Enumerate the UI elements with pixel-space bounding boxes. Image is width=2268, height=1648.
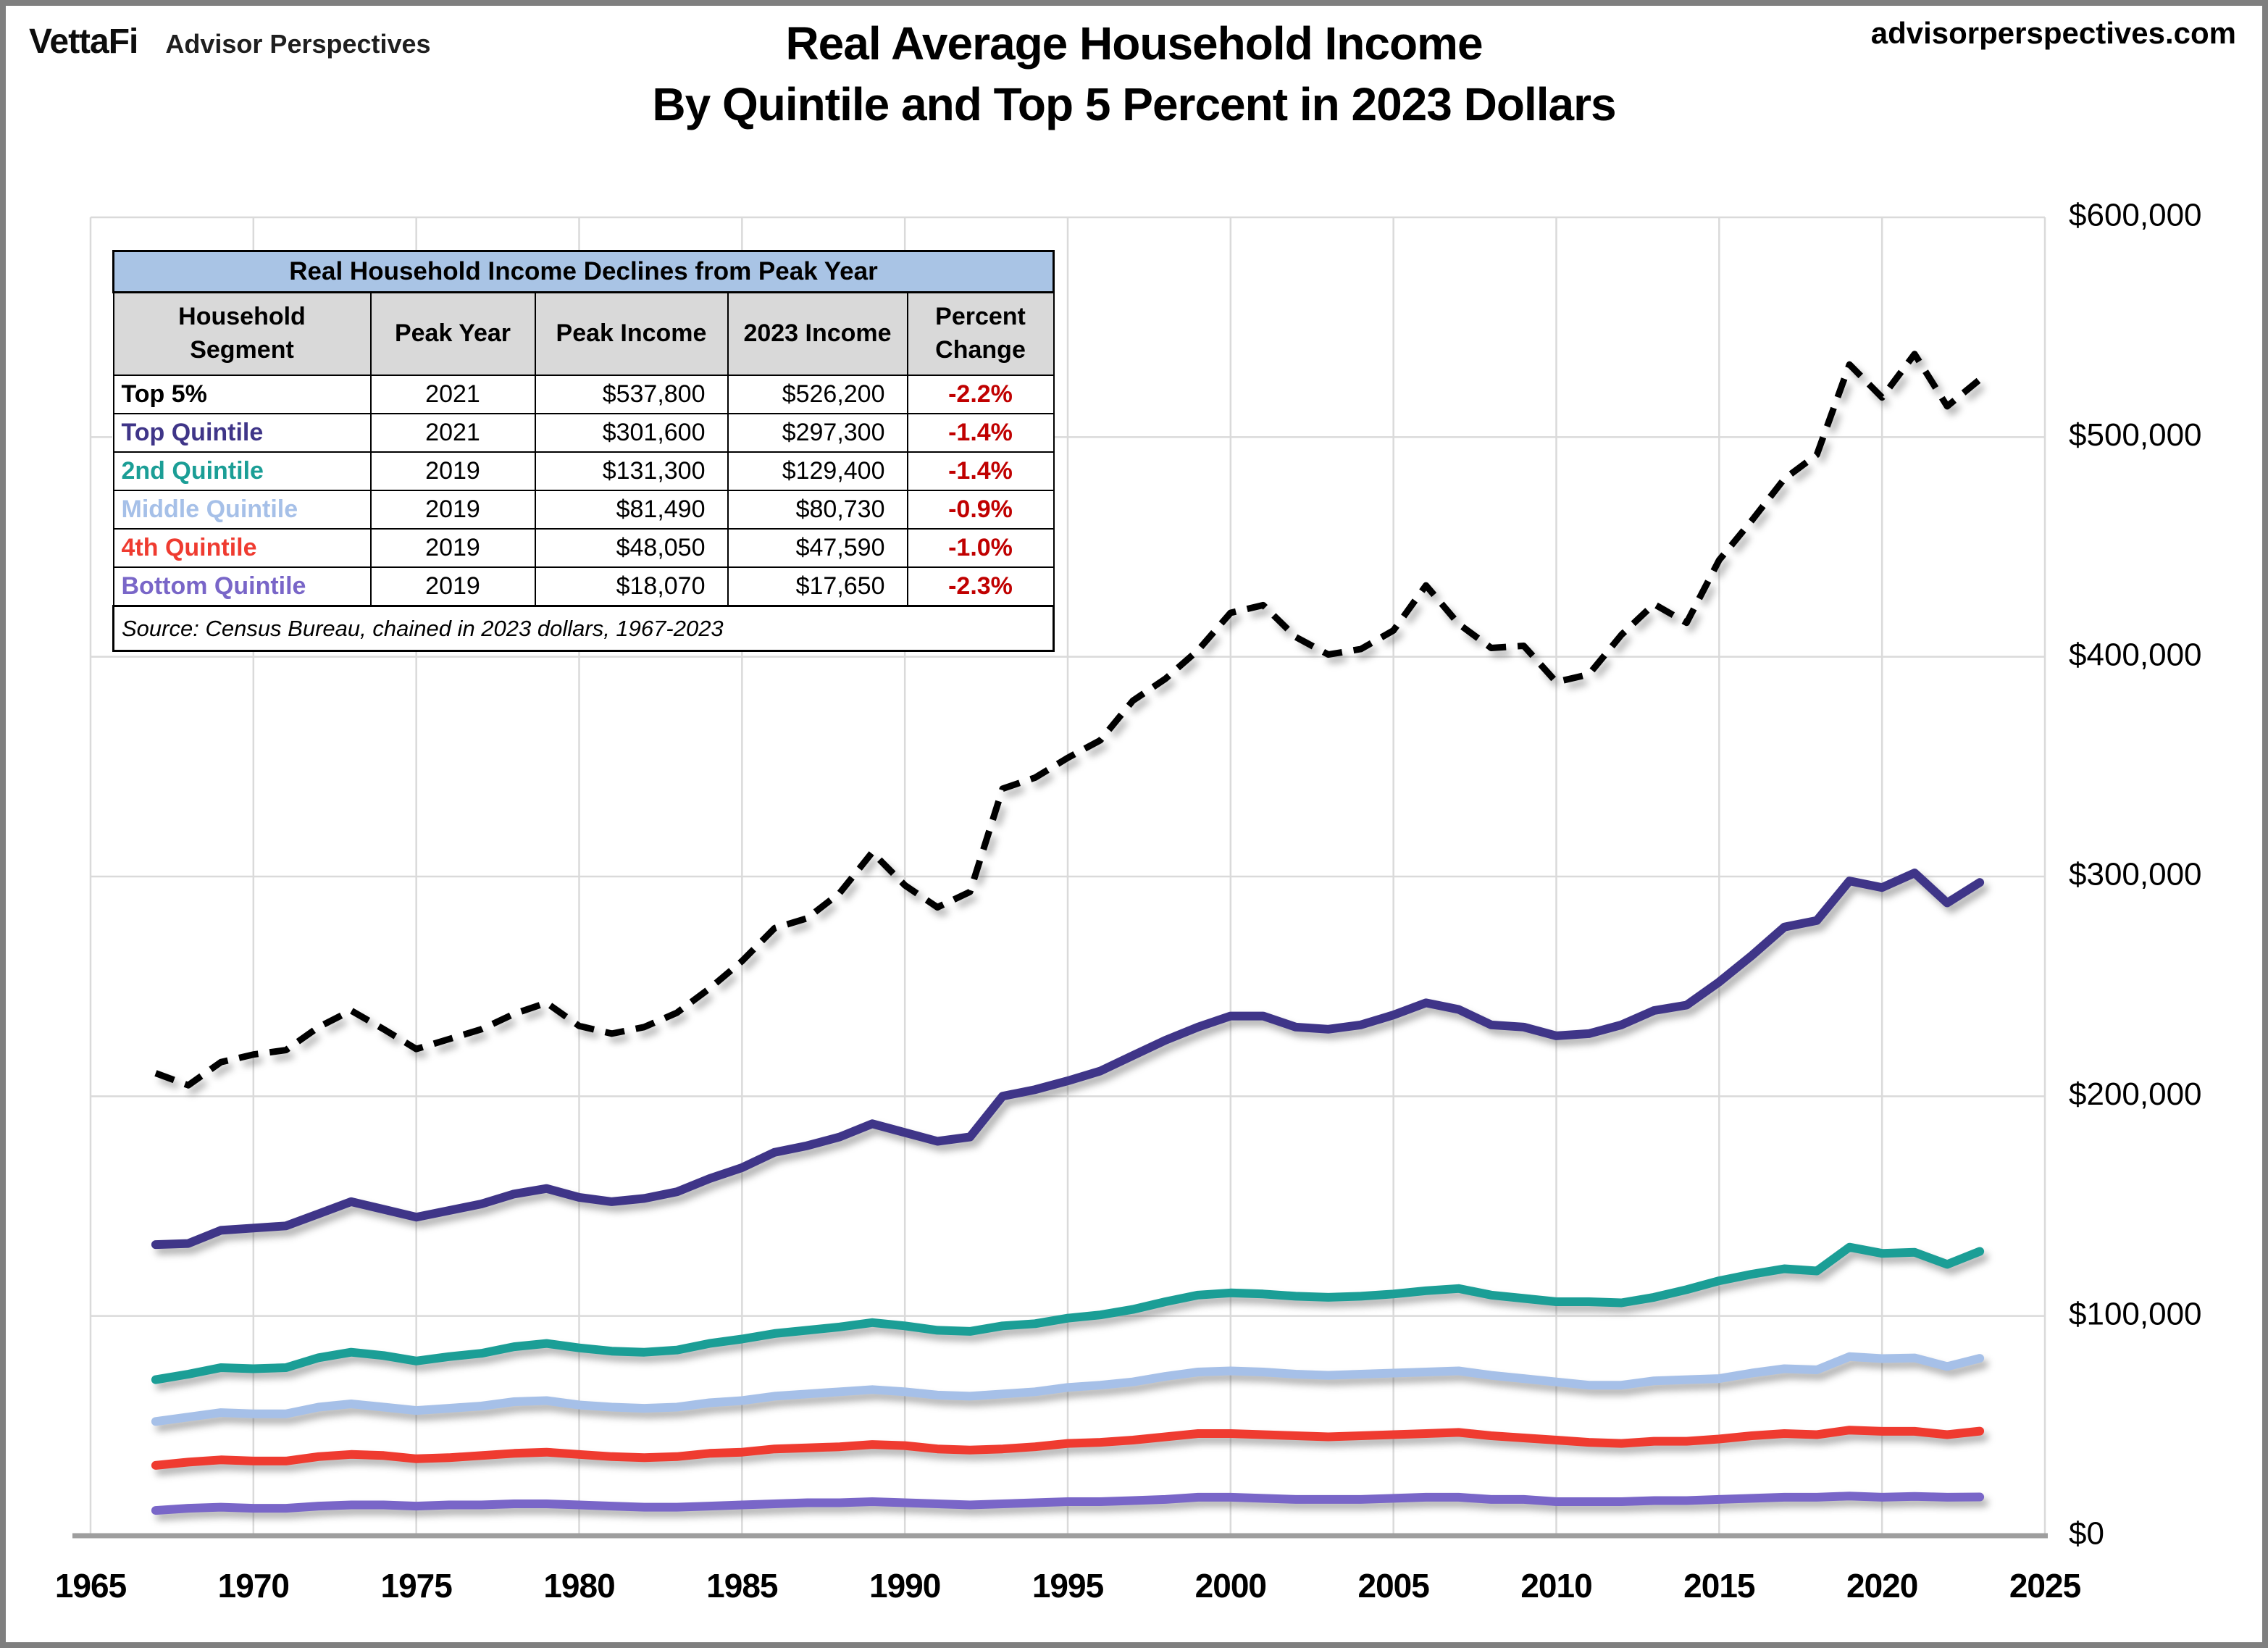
peak-income-value: $131,300: [534, 451, 729, 491]
col-header-2023-income: 2023 Income: [727, 291, 908, 376]
table-row-2nd-quintile: 2nd Quintile 2019 $131,300 $129,400 -1.4%: [112, 451, 1055, 491]
table-row-middle-quintile: Middle Quintile 2019 $81,490 $80,730 -0.9%: [112, 490, 1055, 530]
y-axis-label-300000: $300,000: [2069, 857, 2202, 892]
income-2023-value: $17,650: [727, 566, 908, 607]
table-row-4th-quintile: 4th Quintile 2019 $48,050 $47,590 -1.0%: [112, 528, 1055, 568]
segment-label: 4th Quintile: [112, 528, 372, 568]
x-axis-label-1980: 1980: [543, 1567, 614, 1605]
table-header-row: Household Segment Peak Year Peak Income …: [112, 291, 1055, 376]
percent-change-value: -1.4%: [906, 413, 1055, 453]
y-axis-label-200000: $200,000: [2069, 1076, 2202, 1112]
segment-label: Top 5%: [112, 375, 372, 414]
income-2023-value: $80,730: [727, 490, 908, 530]
chart-title-line1: Real Average Household Income: [785, 17, 1483, 70]
peak-year-value: 2019: [369, 451, 536, 491]
y-axis-label-600000: $600,000: [2069, 198, 2202, 233]
y-axis-label-400000: $400,000: [2069, 637, 2202, 672]
percent-change-value: -1.4%: [906, 451, 1055, 491]
col-header-peak-income: Peak Income: [534, 291, 729, 376]
x-axis-label-1995: 1995: [1032, 1567, 1104, 1605]
y-axis-label-100000: $100,000: [2069, 1296, 2202, 1331]
income-declines-table: Real Household Income Declines from Peak…: [112, 250, 1055, 652]
col-header-percent-change: Percent Change: [906, 291, 1055, 376]
income-2023-value: $47,590: [727, 528, 908, 568]
col-header-household-segment: Household Segment: [112, 291, 372, 376]
x-axis-label-2015: 2015: [1683, 1567, 1755, 1605]
site-url: advisorperspectives.com: [1870, 16, 2236, 50]
series-line-4th-quintile: [151, 1426, 1985, 1470]
x-axis-label-1970: 1970: [218, 1567, 289, 1605]
peak-year-value: 2021: [369, 375, 536, 414]
table-row-bottom-quintile: Bottom Quintile 2019 $18,070 $17,650 -2.3%: [112, 566, 1055, 607]
x-axis-label-1975: 1975: [380, 1567, 452, 1605]
y-axis-label-0: $0: [2069, 1516, 2104, 1552]
chart-title-line2: By Quintile and Top 5 Percent in 2023 Do…: [652, 78, 1616, 130]
series-line-top-quintile: [151, 869, 1985, 1250]
peak-year-value: 2019: [369, 566, 536, 607]
table-row-top-5-: Top 5% 2021 $537,800 $526,200 -2.2%: [112, 375, 1055, 414]
peak-income-value: $48,050: [534, 528, 729, 568]
peak-year-value: 2019: [369, 490, 536, 530]
x-axis-label-2005: 2005: [1357, 1567, 1429, 1605]
source-note: Source: Census Bureau, chained in 2023 d…: [112, 605, 1055, 652]
income-2023-value: $297,300: [727, 413, 908, 453]
x-axis-label-1985: 1985: [706, 1567, 778, 1605]
x-axis-label-1990: 1990: [869, 1567, 940, 1605]
table-title-row: Real Household Income Declines from Peak…: [112, 250, 1055, 293]
series-line-top-5-: [154, 351, 1982, 1089]
series-line-bottom-quintile: [151, 1492, 1985, 1515]
percent-change-value: -2.3%: [906, 566, 1055, 607]
peak-income-value: $81,490: [534, 490, 729, 530]
vettafi-logo: VettaFi Advisor Perspectives: [29, 22, 431, 62]
peak-income-value: $537,800: [534, 375, 729, 414]
segment-label: Middle Quintile: [112, 490, 372, 530]
table-title: Real Household Income Declines from Peak…: [112, 250, 1055, 293]
logo-advisor-perspectives-text: Advisor Perspectives: [165, 29, 431, 59]
series-line-middle-quintile: [151, 1352, 1985, 1426]
series-line-2nd-quintile: [151, 1242, 1985, 1384]
percent-change-value: -2.2%: [906, 375, 1055, 414]
logo-vettafi-text: VettaFi: [29, 22, 138, 61]
y-axis-label-500000: $500,000: [2069, 417, 2202, 453]
peak-year-value: 2021: [369, 413, 536, 453]
x-axis-label-2000: 2000: [1195, 1567, 1266, 1605]
segment-label: Bottom Quintile: [112, 566, 372, 607]
x-axis-label-2020: 2020: [1846, 1567, 1917, 1605]
x-axis-label-1965: 1965: [55, 1567, 127, 1605]
segment-label: Top Quintile: [112, 413, 372, 453]
x-axis-label-2010: 2010: [1520, 1567, 1591, 1605]
income-2023-value: $526,200: [727, 375, 908, 414]
peak-income-value: $301,600: [534, 413, 729, 453]
chart-title: Real Average Household Income By Quintil…: [0, 13, 2268, 135]
peak-income-value: $18,070: [534, 566, 729, 607]
col-header-peak-year: Peak Year: [369, 291, 536, 376]
x-axis-label-2025: 2025: [2009, 1567, 2081, 1605]
income-2023-value: $129,400: [727, 451, 908, 491]
peak-year-value: 2019: [369, 528, 536, 568]
percent-change-value: -1.0%: [906, 528, 1055, 568]
segment-label: 2nd Quintile: [112, 451, 372, 491]
table-source-row: Source: Census Bureau, chained in 2023 d…: [112, 605, 1055, 652]
table-row-top-quintile: Top Quintile 2021 $301,600 $297,300 -1.4%: [112, 413, 1055, 453]
percent-change-value: -0.9%: [906, 490, 1055, 530]
